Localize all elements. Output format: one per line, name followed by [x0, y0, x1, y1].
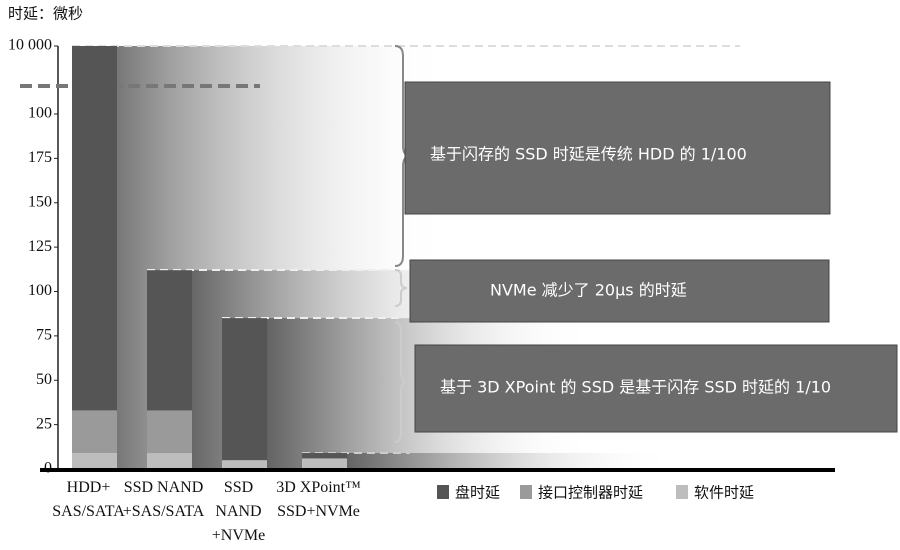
y-tick-label: 10 000	[8, 37, 52, 54]
x-tick-label: SSD NAND +NVMe	[212, 479, 265, 544]
bar-segment	[302, 453, 347, 459]
y-tick-label: 175	[28, 149, 52, 166]
legend-swatch	[520, 485, 532, 499]
bar-segment	[72, 410, 117, 454]
legend-swatch	[437, 485, 449, 499]
y-tick-label: 100	[28, 282, 52, 299]
y-tick-label: 100	[28, 105, 52, 122]
y-tick-label: 75	[36, 327, 52, 344]
annotation-box	[404, 81, 831, 215]
x-tick-label: 3D XPoint™ SSD+NVMe	[276, 479, 361, 520]
y-tick-label: 150	[28, 193, 52, 210]
y-tick-label: 50	[36, 371, 52, 388]
brace	[394, 269, 408, 307]
bar-segment	[302, 458, 347, 469]
legend-label: 接口控制器时延	[538, 484, 643, 502]
annotation-box	[414, 344, 898, 433]
legend-label: 盘时延	[455, 484, 500, 502]
annotation-box	[409, 259, 830, 323]
brace	[394, 321, 408, 443]
bar-segment	[222, 318, 267, 461]
annotation: NVMe 减少了 20μs 的时延	[490, 281, 687, 300]
legend-label: 软件时延	[694, 484, 754, 502]
y-tick-label: 25	[36, 415, 52, 432]
bar-segment	[72, 46, 117, 411]
y-tick-label: 125	[28, 238, 52, 255]
bar-segment	[72, 453, 117, 469]
bar-segment	[147, 270, 192, 411]
x-tick-label: SSD NAND +SAS/SATA	[123, 479, 205, 520]
bar-segment	[147, 453, 192, 469]
x-tick-label: HDD+ SAS/SATA	[52, 479, 125, 520]
annotation: 基于闪存的 SSD 时延是传统 HDD 的 1/100	[430, 145, 747, 164]
bar-segment	[147, 410, 192, 454]
annotation: 基于 3D XPoint 的 SSD 是基于闪存 SSD 时延的 1/10	[440, 378, 831, 397]
y-axis-label: 时延：微秒	[8, 5, 83, 23]
legend-swatch	[676, 485, 688, 499]
bar-segment	[222, 460, 267, 469]
fade	[347, 453, 677, 469]
